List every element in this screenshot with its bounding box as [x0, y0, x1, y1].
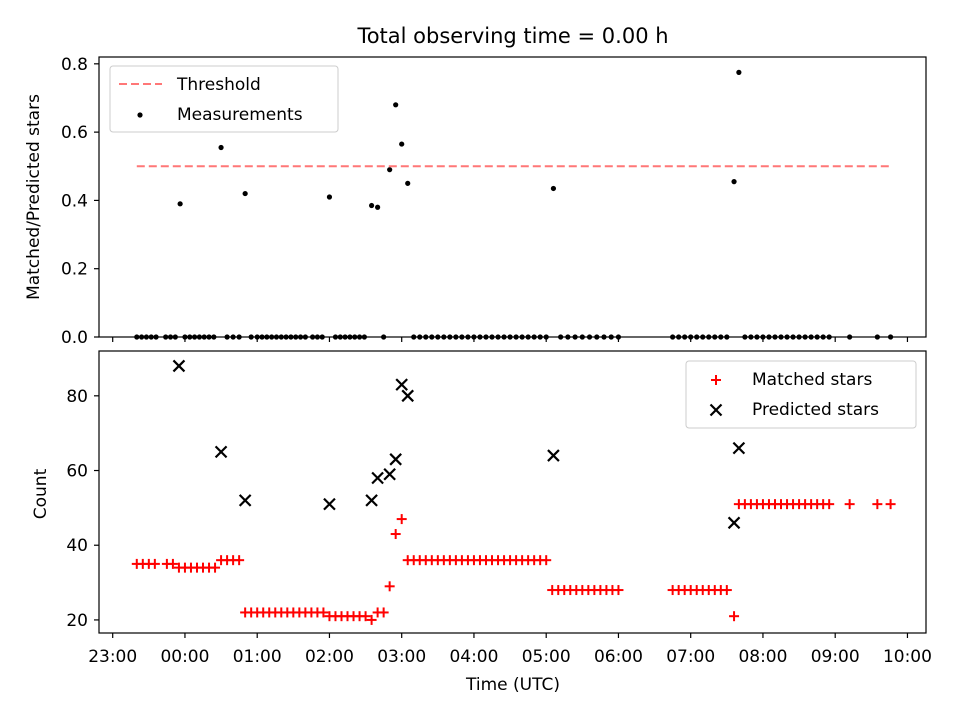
ratio-panel: 0.00.20.40.60.8 Matched/Predicted stars … [24, 55, 927, 348]
predicted-star-point [214, 445, 228, 459]
ratio-y-tick-label: 0.0 [61, 328, 88, 348]
predicted-star-point [383, 467, 396, 481]
time-x-tick-label: 08:00 [738, 647, 787, 667]
ratio-y-tick-label: 0.6 [61, 123, 88, 143]
predicted-star-point [172, 359, 186, 373]
time-x-tick-label: 03:00 [377, 647, 426, 667]
matched-star-point [824, 499, 835, 510]
measurement-point [368, 202, 375, 209]
measurement-point [393, 102, 399, 108]
time-x-tick-label: 07:00 [666, 647, 715, 667]
measurement-point [387, 167, 393, 173]
predicted-star-point [732, 441, 746, 455]
matched-star-point [396, 514, 407, 525]
matched-star-point [541, 555, 552, 566]
time-x-tick-label: 05:00 [522, 647, 571, 667]
measurement-point [177, 201, 183, 207]
matched-star-point [872, 499, 883, 510]
legend-measurements-swatch [137, 112, 143, 118]
count-y-tick-label: 20 [66, 611, 88, 631]
matched-star-point [885, 499, 896, 510]
time-x-tick-label: 10:00 [883, 647, 932, 667]
measurement-point [242, 190, 248, 197]
ratio-y-tick-label: 0.4 [61, 191, 88, 211]
matched-star-point [721, 585, 732, 596]
matched-star-point [390, 529, 401, 540]
ratio-plot-frame [98, 56, 927, 338]
matched-star-point [210, 562, 221, 573]
time-x-tick-label: 04:00 [449, 647, 498, 667]
measurement-point [550, 185, 557, 192]
predicted-stars-points [172, 359, 746, 530]
matched-star-point [318, 607, 329, 618]
measurement-point [399, 141, 405, 147]
count-legend: Matched stars Predicted stars [685, 360, 917, 429]
legend-matched-marker [711, 375, 721, 385]
ratio-legend-box [109, 65, 339, 133]
ratio-y-axis-label: Matched/Predicted stars [24, 94, 44, 300]
time-x-tick-label: 01:00 [233, 647, 282, 667]
matched-star-point [378, 607, 389, 618]
matched-stars-points [131, 499, 896, 625]
measurement-point [736, 69, 742, 75]
matched-star-point [234, 555, 245, 566]
ratio-x-tick-marks [112, 337, 909, 342]
legend-predicted-swatch [709, 403, 723, 417]
time-x-tick-label: 00:00 [160, 647, 209, 667]
matched-star-point [384, 581, 395, 592]
time-x-axis: 23:00 00:00 01:00 02:00 03:00 04:00 05:00 06:00… [88, 633, 932, 667]
ratio-y-tick-label: 0.2 [61, 260, 88, 280]
legend-matched-swatch [711, 375, 721, 385]
predicted-star-point [395, 378, 408, 391]
matched-star-point [729, 611, 740, 622]
measurement-point [405, 180, 411, 186]
ratio-legend: Threshold Measurements [109, 65, 339, 133]
predicted-star-point [547, 449, 560, 462]
chart-title: Total observing time = 0.00 h [356, 24, 668, 48]
measurement-point [326, 194, 333, 200]
count-panel: 20 40 60 80 23:00 00:00 01:00 02:00 03:00 04:00 0… [31, 350, 932, 695]
legend-measurements-label: Measurements [177, 105, 303, 125]
measurement-point [731, 179, 737, 185]
count-plot-frame [98, 350, 927, 634]
predicted-star-point [323, 497, 336, 511]
legend-predicted-label: Predicted stars [752, 400, 879, 420]
count-y-tick-label: 40 [66, 536, 88, 556]
predicted-star-point [365, 494, 378, 507]
ratio-y-axis: 0.0 0.2 0.4 0.6 0.8 [61, 55, 99, 348]
predicted-star-point [401, 389, 414, 403]
matched-star-point [366, 614, 377, 625]
predicted-star-point [238, 494, 252, 507]
legend-threshold-label: Threshold [176, 75, 261, 95]
count-y-tick-label: 80 [66, 387, 88, 407]
time-x-tick-label: 09:00 [811, 647, 860, 667]
time-x-tick-label: 02:00 [305, 647, 354, 667]
time-x-tick-label: 23:00 [88, 647, 137, 667]
x-axis-label: Time (UTC) [465, 675, 560, 695]
legend-matched-label: Matched stars [752, 370, 872, 390]
predicted-star-point [371, 471, 384, 485]
count-y-axis: 20 40 60 80 [66, 387, 99, 631]
matched-star-point [844, 499, 855, 510]
predicted-star-point [389, 453, 402, 466]
matched-star-point [360, 611, 371, 622]
matched-star-point [149, 558, 160, 569]
matched-star-point [167, 558, 178, 569]
measurement-point [375, 204, 381, 210]
count-legend-box [685, 360, 917, 429]
count-y-axis-label: Count [31, 468, 51, 519]
time-x-tick-label: 06:00 [594, 647, 643, 667]
ratio-y-tick-label: 0.8 [61, 55, 88, 75]
measurement-point [218, 144, 224, 151]
predicted-star-point [727, 516, 741, 530]
matched-star-point [613, 585, 624, 596]
count-y-tick-label: 60 [66, 462, 88, 482]
legend-predicted-marker [709, 403, 723, 417]
